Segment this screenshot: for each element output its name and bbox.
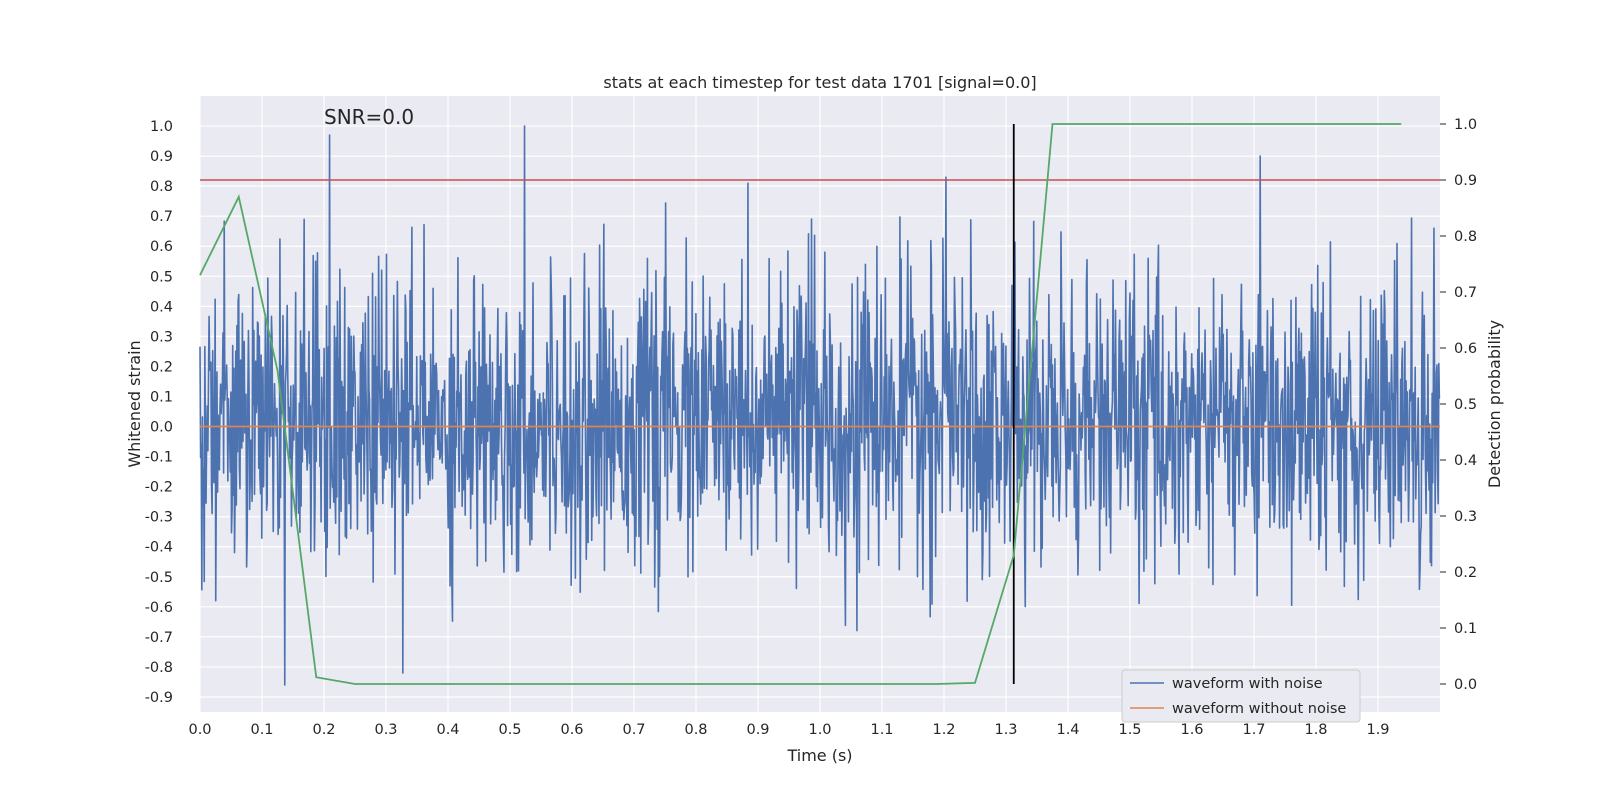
x-tick-label: 1.8	[1304, 722, 1327, 738]
y-tick-label: -0.9	[145, 690, 173, 706]
x-tick-label: 0.9	[746, 722, 769, 738]
legend: waveform with noise waveform without noi…	[1121, 669, 1361, 723]
y2-tick-label: 0.6	[1454, 341, 1477, 357]
y-tick-label: 0.1	[150, 389, 173, 405]
y2-axis-ticks: 0.0 0.1 0.2 0.3 0.4 0.5 0.6 0.7 0.8 0.9 1.0	[1440, 117, 1477, 693]
x-axis-ticks: 0.0 0.1 0.2 0.3 0.4 0.5 0.6 0.7 0.8 0.9 1.0 1.1 1.2 1…	[188, 722, 1389, 738]
x-tick-label: 1.3	[994, 722, 1017, 738]
x-tick-label: 1.0	[808, 722, 831, 738]
y2-tick-label: 0.4	[1454, 453, 1477, 469]
x-tick-label: 0.7	[622, 722, 645, 738]
y-tick-label: -0.5	[145, 570, 173, 586]
x-tick-label: 1.6	[1180, 722, 1203, 738]
x-tick-label: 1.4	[1056, 722, 1079, 738]
y2-tick-label: 0.3	[1454, 509, 1477, 525]
y-tick-label: 0.0	[150, 420, 173, 436]
chart-title: stats at each timestep for test data 170…	[603, 73, 1036, 92]
x-tick-label: 1.2	[932, 722, 955, 738]
y-tick-label: 0.4	[150, 299, 173, 315]
x-tick-label: 0.5	[498, 722, 521, 738]
y-tick-label: -0.7	[145, 630, 173, 646]
y-axis-ticks: -0.9 -0.8 -0.7 -0.6 -0.5 -0.4 -0.3 -0.2 -0.1 0.0 0…	[145, 119, 173, 706]
y-tick-label: -0.4	[145, 540, 173, 556]
y-tick-label: 0.5	[150, 269, 173, 285]
y-tick-label: 0.7	[150, 209, 173, 225]
y2-tick-label: 0.8	[1454, 229, 1477, 245]
y2-axis-label: Detection probability	[1485, 320, 1504, 488]
legend-label-clean: waveform without noise	[1172, 701, 1346, 717]
x-tick-label: 1.5	[1118, 722, 1141, 738]
legend-label-noise: waveform with noise	[1172, 676, 1323, 692]
x-tick-label: 0.8	[684, 722, 707, 738]
x-tick-label: 1.7	[1242, 722, 1265, 738]
x-tick-label: 0.4	[436, 722, 459, 738]
y2-tick-label: 0.2	[1454, 565, 1477, 581]
y-tick-label: 0.6	[150, 239, 173, 255]
snr-annotation: SNR=0.0	[324, 105, 414, 129]
y2-tick-label: 0.7	[1454, 285, 1477, 301]
y-tick-label: 0.3	[150, 329, 173, 345]
x-tick-label: 0.6	[560, 722, 583, 738]
legend-box	[1121, 669, 1361, 723]
x-tick-label: 0.0	[188, 722, 211, 738]
y-tick-label: 0.2	[150, 359, 173, 375]
y-tick-label: -0.6	[145, 600, 173, 616]
x-axis-label: Time (s)	[786, 746, 852, 765]
x-tick-label: 1.9	[1366, 722, 1389, 738]
y-tick-label: -0.1	[145, 450, 173, 466]
y2-tick-label: 1.0	[1454, 117, 1477, 133]
y-tick-label: -0.8	[145, 660, 173, 676]
y-tick-label: 0.8	[150, 179, 173, 195]
y-tick-label: -0.3	[145, 510, 173, 526]
y-axis-label: Whitened strain	[125, 340, 144, 467]
series-detection-probability	[199, 123, 1402, 685]
y2-tick-label: 0.9	[1454, 173, 1477, 189]
plot-area	[199, 123, 1441, 686]
y2-tick-label: 0.1	[1454, 621, 1477, 637]
y-tick-label: -0.2	[145, 480, 173, 496]
y2-tick-label: 0.0	[1454, 677, 1477, 693]
x-tick-label: 1.1	[870, 722, 893, 738]
y-tick-label: 1.0	[150, 119, 173, 135]
y2-tick-label: 0.5	[1454, 397, 1477, 413]
x-tick-label: 0.3	[374, 722, 397, 738]
x-tick-label: 0.2	[312, 722, 335, 738]
x-tick-label: 0.1	[250, 722, 273, 738]
series-waveform-with-noise	[199, 125, 1441, 686]
y-tick-label: 0.9	[150, 149, 173, 165]
